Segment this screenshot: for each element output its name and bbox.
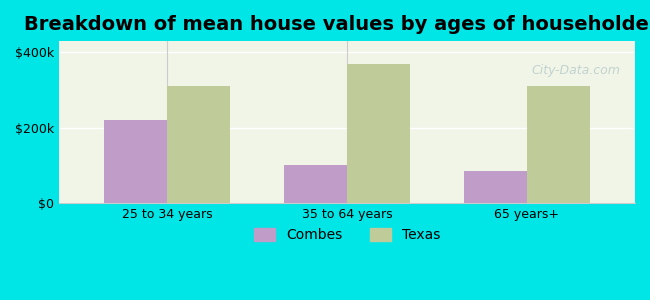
Bar xyxy=(527,86,590,203)
Text: City-Data.com: City-Data.com xyxy=(531,64,620,77)
Title: Breakdown of mean house values by ages of householders: Breakdown of mean house values by ages o… xyxy=(24,15,650,34)
Bar xyxy=(284,165,347,203)
Bar xyxy=(104,120,167,203)
Legend: Combes, Texas: Combes, Texas xyxy=(248,223,446,248)
Bar xyxy=(464,171,527,203)
Bar xyxy=(347,64,410,203)
Bar xyxy=(167,86,230,203)
